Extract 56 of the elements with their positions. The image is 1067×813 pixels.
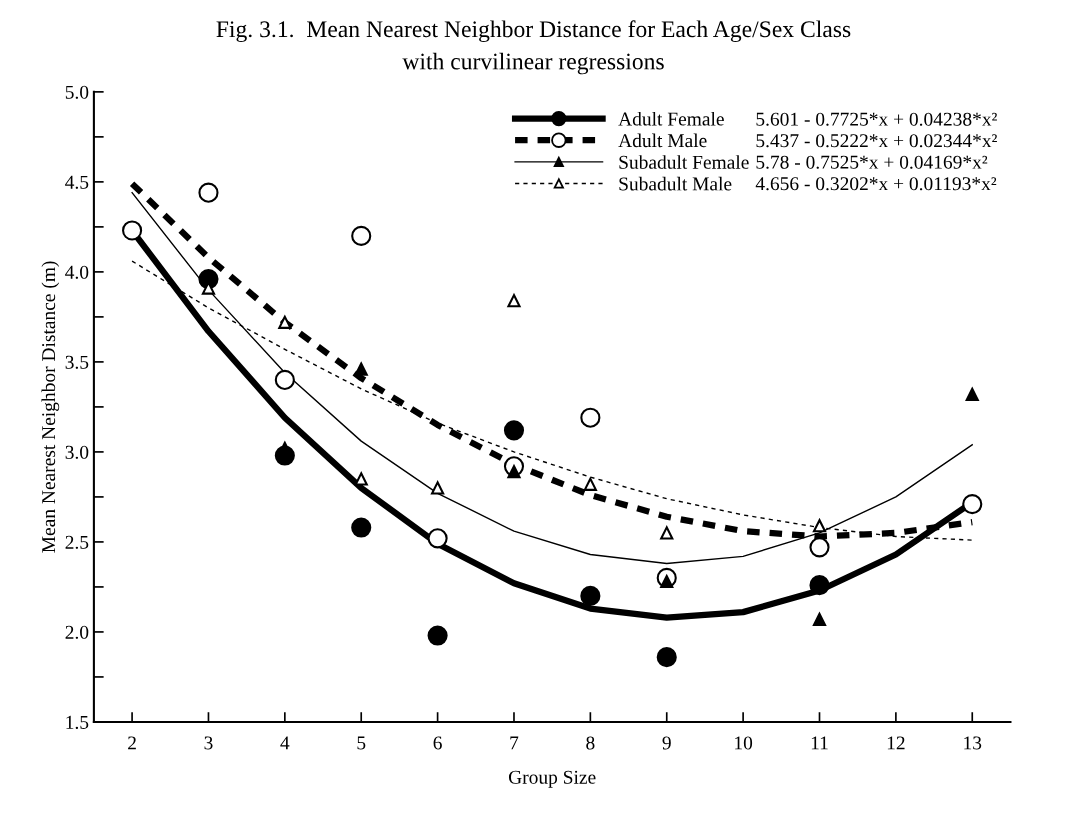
point xyxy=(503,420,525,441)
point xyxy=(431,481,445,495)
point xyxy=(427,625,448,646)
x-tick-label: 3 xyxy=(204,736,213,750)
y-tick-label: 5.0 xyxy=(65,85,89,99)
point xyxy=(812,612,827,626)
annotation: 5.437 - 0.5222*x + 0.02344*x² xyxy=(756,134,997,148)
point xyxy=(965,387,979,401)
point xyxy=(812,519,827,533)
y-tick-label: 3.5 xyxy=(65,355,89,369)
y-tick-label: 4.5 xyxy=(65,175,89,189)
point xyxy=(580,585,601,606)
y-tick-label: 4.0 xyxy=(65,265,89,279)
x-tick-label: 6 xyxy=(433,736,442,750)
legend-label: Adult Male xyxy=(618,133,707,148)
chart-title: Fig. 3.1. Mean Nearest Neighbor Distance for Each Age/Sex Class xyxy=(216,20,851,43)
x-tick-label: 11 xyxy=(811,736,828,750)
point xyxy=(122,220,143,241)
legend-label: Subadult Female xyxy=(619,155,749,169)
x-tick-label: 10 xyxy=(735,736,753,750)
x-tick-label: 4 xyxy=(280,736,290,750)
point xyxy=(580,407,601,428)
y-tick-label: 2.5 xyxy=(65,535,89,549)
annotation: 4.656 - 0.3202*x + 0.01193*x² xyxy=(755,177,997,191)
chart-subtitle: with curvilinear regressions xyxy=(402,52,664,75)
point xyxy=(351,225,372,246)
point xyxy=(660,526,674,540)
y-tick-label: 2.0 xyxy=(65,625,89,639)
y-tick-label: 1.5 xyxy=(66,715,89,729)
point xyxy=(354,472,368,486)
y-tick-label: 3.0 xyxy=(65,445,89,459)
point xyxy=(809,537,830,558)
annotation: 5.78 - 0.7525*x + 0.04169*x² xyxy=(756,155,988,169)
point xyxy=(809,575,830,596)
point xyxy=(427,528,448,549)
y-axis-title: Mean Nearest Neighbor Distance (m) xyxy=(41,261,60,553)
point xyxy=(354,362,368,376)
x-tick-label: 2 xyxy=(128,736,136,750)
point xyxy=(198,182,219,203)
x-tick-label: 12 xyxy=(887,736,905,750)
point xyxy=(962,494,983,515)
x-tick-label: 9 xyxy=(662,736,671,750)
point xyxy=(274,369,295,390)
legend-label: Adult Female xyxy=(618,111,724,126)
legend-label: Subadult Male xyxy=(619,176,732,191)
x-tick-label: 7 xyxy=(510,736,519,750)
x-axis-title: Group Size xyxy=(508,770,596,788)
x-tick-label: 13 xyxy=(964,736,982,750)
point xyxy=(278,315,292,329)
annotation: 5.601 - 0.7725*x + 0.04238*x² xyxy=(756,112,997,126)
point xyxy=(507,294,521,308)
point xyxy=(583,477,597,491)
point xyxy=(656,647,677,668)
x-tick-label: 8 xyxy=(586,736,595,750)
point xyxy=(351,517,372,538)
x-tick-label: 5 xyxy=(357,736,366,750)
